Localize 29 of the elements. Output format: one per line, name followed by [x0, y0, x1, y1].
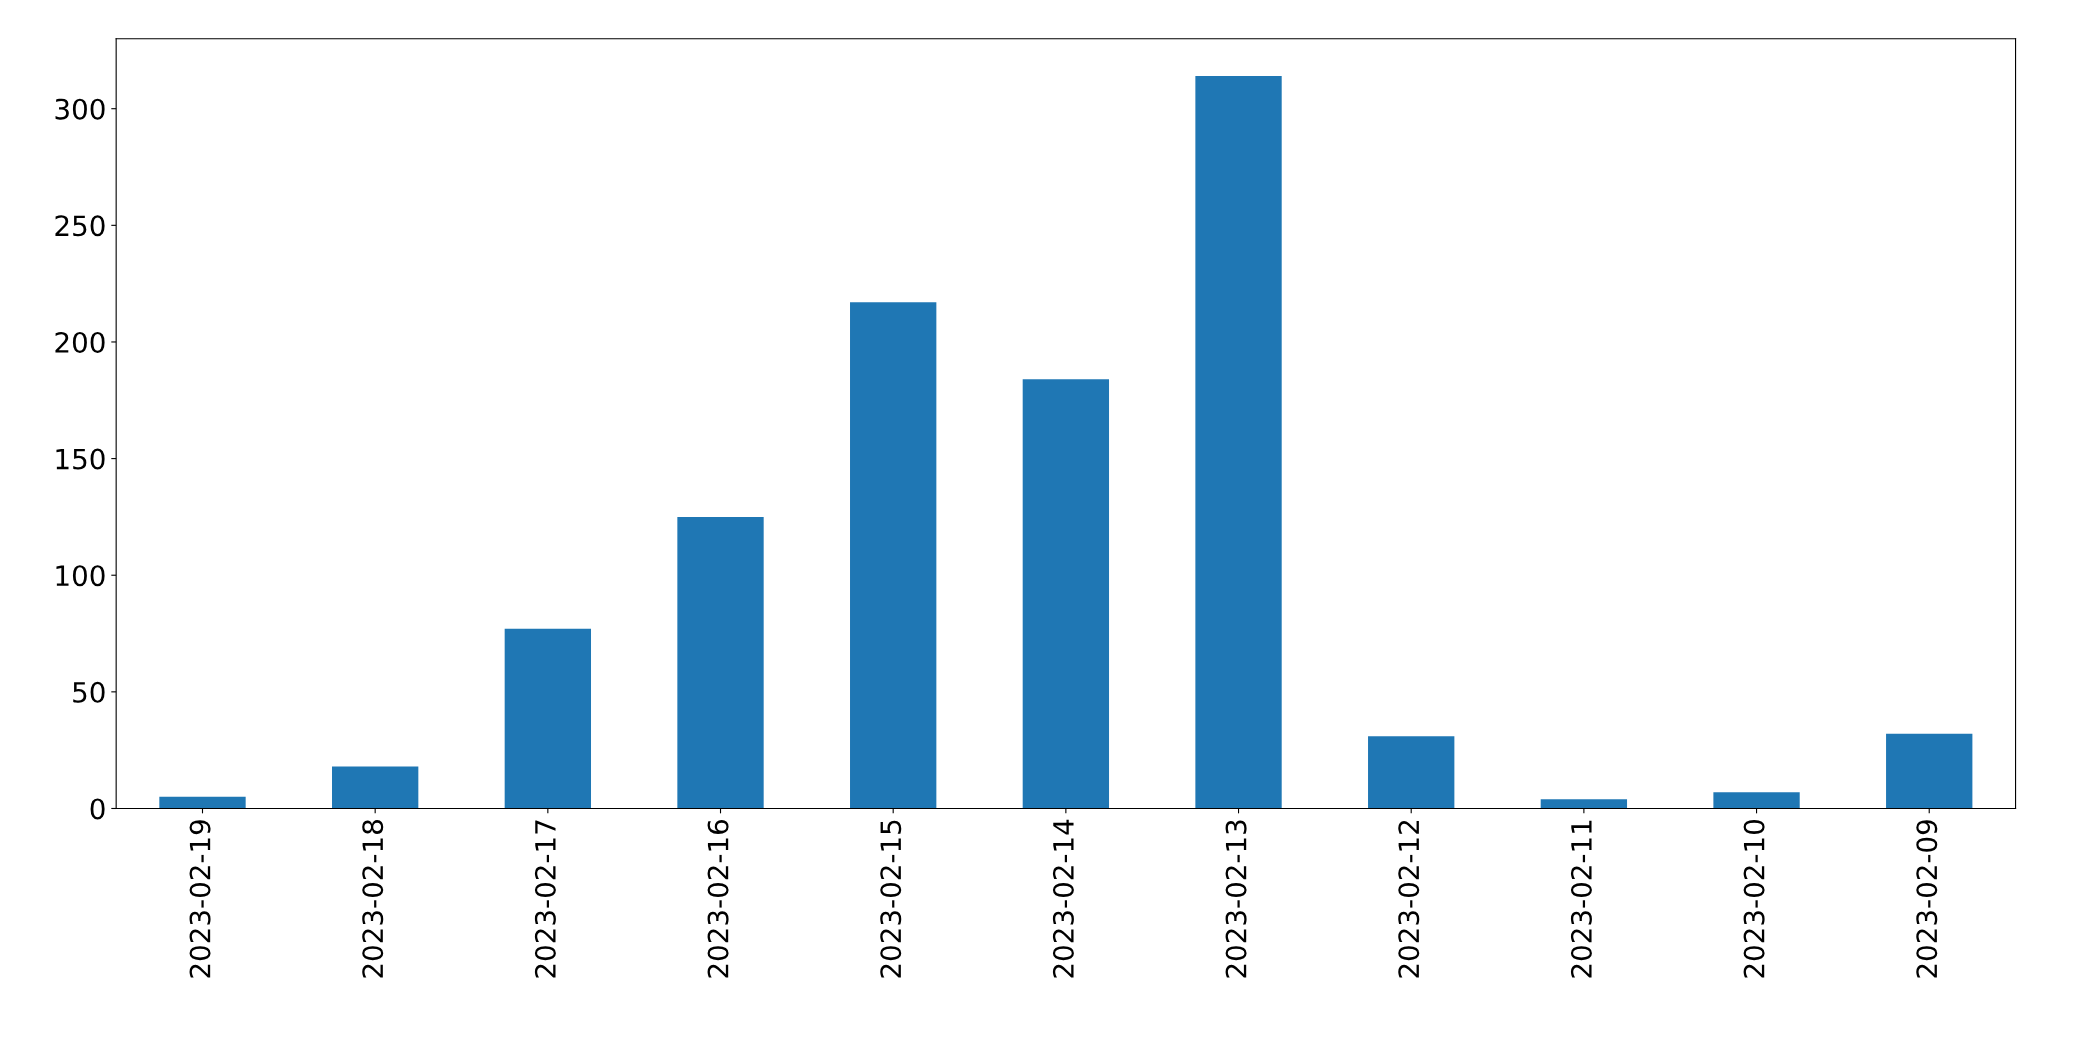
x-tick-label: 2023-02-18 — [362, 820, 384, 978]
bar — [332, 766, 419, 809]
x-tick-label: 2023-02-12 — [1398, 820, 1420, 978]
x-tick-label: 2023-02-14 — [1052, 819, 1074, 978]
x-tick-label: 2023-02-15 — [880, 820, 902, 978]
y-tick-label: 50 — [73, 681, 105, 703]
x-tick-label: 2023-02-10 — [1743, 820, 1765, 978]
bar — [1886, 733, 1973, 809]
bar — [1022, 379, 1110, 809]
y-tick-label: 0 — [90, 798, 105, 820]
bar — [677, 516, 764, 809]
bar — [504, 628, 592, 809]
bar — [1195, 76, 1282, 809]
x-tick-label: 2023-02-11 — [1570, 820, 1592, 978]
x-tick-label: 2023-02-16 — [707, 819, 729, 978]
y-tick-label: 100 — [56, 565, 105, 587]
x-tick-label: 2023-02-19 — [189, 820, 211, 978]
bar — [850, 302, 937, 809]
y-tick-label: 300 — [55, 98, 105, 120]
x-tick-label: 2023-02-17 — [534, 820, 556, 978]
bar — [1713, 792, 1800, 809]
x-tick-label: 2023-02-09 — [1916, 820, 1938, 978]
y-tick-label: 150 — [56, 448, 105, 470]
bar — [1368, 736, 1455, 809]
bar — [159, 796, 246, 809]
y-tick-label: 250 — [55, 215, 105, 237]
y-tick-label: 200 — [55, 331, 105, 353]
x-tick-label: 2023-02-13 — [1225, 820, 1247, 978]
bar — [1540, 799, 1628, 809]
